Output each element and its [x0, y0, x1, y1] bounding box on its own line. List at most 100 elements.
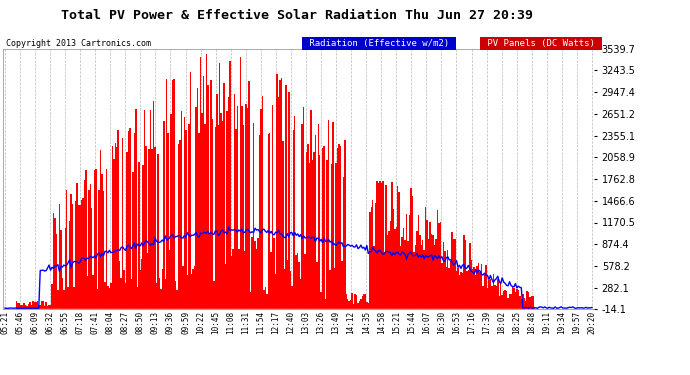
- Bar: [273, 238, 275, 308]
- Bar: [219, 63, 220, 308]
- Bar: [480, 272, 481, 308]
- Bar: [441, 263, 442, 308]
- Bar: [222, 121, 224, 308]
- Bar: [469, 243, 471, 308]
- Bar: [400, 246, 402, 308]
- Bar: [115, 143, 116, 308]
- Bar: [372, 200, 373, 308]
- Bar: [337, 148, 338, 308]
- Bar: [169, 251, 170, 308]
- Bar: [241, 105, 242, 308]
- Bar: [335, 163, 337, 308]
- Bar: [61, 278, 63, 308]
- Bar: [302, 124, 303, 308]
- Bar: [86, 276, 88, 308]
- Bar: [322, 148, 324, 308]
- Bar: [333, 122, 334, 308]
- Bar: [157, 154, 159, 308]
- Bar: [125, 283, 126, 308]
- Bar: [253, 123, 255, 308]
- Bar: [78, 205, 79, 308]
- Bar: [526, 291, 528, 308]
- Bar: [495, 286, 497, 308]
- Bar: [263, 290, 264, 308]
- Bar: [104, 282, 106, 308]
- Bar: [38, 306, 39, 308]
- Bar: [144, 110, 146, 308]
- Bar: [455, 239, 456, 308]
- Bar: [163, 121, 164, 308]
- Bar: [475, 275, 476, 308]
- Bar: [524, 298, 525, 308]
- Bar: [203, 76, 204, 308]
- Bar: [476, 266, 478, 308]
- Bar: [270, 252, 272, 308]
- Bar: [247, 108, 248, 308]
- Bar: [56, 234, 57, 308]
- Bar: [435, 239, 437, 308]
- Bar: [373, 246, 375, 308]
- Bar: [95, 169, 97, 308]
- Bar: [366, 302, 368, 308]
- Bar: [138, 162, 139, 308]
- Bar: [148, 149, 150, 308]
- Bar: [328, 120, 329, 308]
- Bar: [28, 304, 29, 308]
- Bar: [434, 246, 435, 308]
- Bar: [382, 181, 384, 308]
- Bar: [468, 270, 469, 308]
- Bar: [363, 294, 364, 308]
- Bar: [173, 78, 175, 308]
- Bar: [170, 114, 172, 308]
- Bar: [238, 249, 239, 308]
- Bar: [304, 254, 306, 308]
- Bar: [531, 296, 533, 308]
- Bar: [516, 288, 518, 308]
- Bar: [110, 283, 112, 308]
- Bar: [97, 289, 99, 308]
- Bar: [35, 302, 37, 308]
- Bar: [284, 270, 285, 308]
- Text: Total PV Power & Effective Solar Radiation Thu Jun 27 20:39: Total PV Power & Effective Solar Radiati…: [61, 9, 533, 22]
- Bar: [493, 274, 494, 308]
- Bar: [331, 164, 333, 308]
- Bar: [278, 98, 279, 308]
- Bar: [346, 294, 347, 308]
- Bar: [341, 261, 342, 308]
- Bar: [485, 265, 486, 308]
- Bar: [416, 231, 417, 308]
- Bar: [119, 261, 121, 308]
- Text: PV Panels (DC Watts): PV Panels (DC Watts): [482, 39, 600, 48]
- Bar: [57, 290, 59, 308]
- Bar: [50, 306, 51, 308]
- Bar: [255, 241, 256, 308]
- Bar: [451, 232, 453, 308]
- Bar: [357, 303, 359, 308]
- Bar: [437, 210, 438, 308]
- Bar: [186, 276, 188, 308]
- Bar: [210, 80, 212, 308]
- Bar: [212, 119, 213, 308]
- Bar: [371, 207, 372, 308]
- Bar: [472, 269, 473, 308]
- Bar: [456, 271, 457, 308]
- Bar: [503, 291, 504, 308]
- Bar: [466, 271, 468, 308]
- Bar: [83, 180, 85, 308]
- Bar: [48, 305, 50, 308]
- Bar: [509, 294, 511, 308]
- Bar: [177, 290, 178, 308]
- Bar: [23, 303, 25, 308]
- Bar: [146, 146, 147, 308]
- Bar: [286, 260, 288, 308]
- Bar: [92, 276, 94, 308]
- Bar: [73, 287, 75, 308]
- Bar: [288, 92, 290, 308]
- Bar: [453, 238, 455, 308]
- Bar: [22, 305, 23, 308]
- Bar: [269, 133, 270, 308]
- Bar: [391, 182, 393, 308]
- Bar: [282, 141, 284, 308]
- Bar: [290, 271, 291, 308]
- Bar: [490, 279, 491, 308]
